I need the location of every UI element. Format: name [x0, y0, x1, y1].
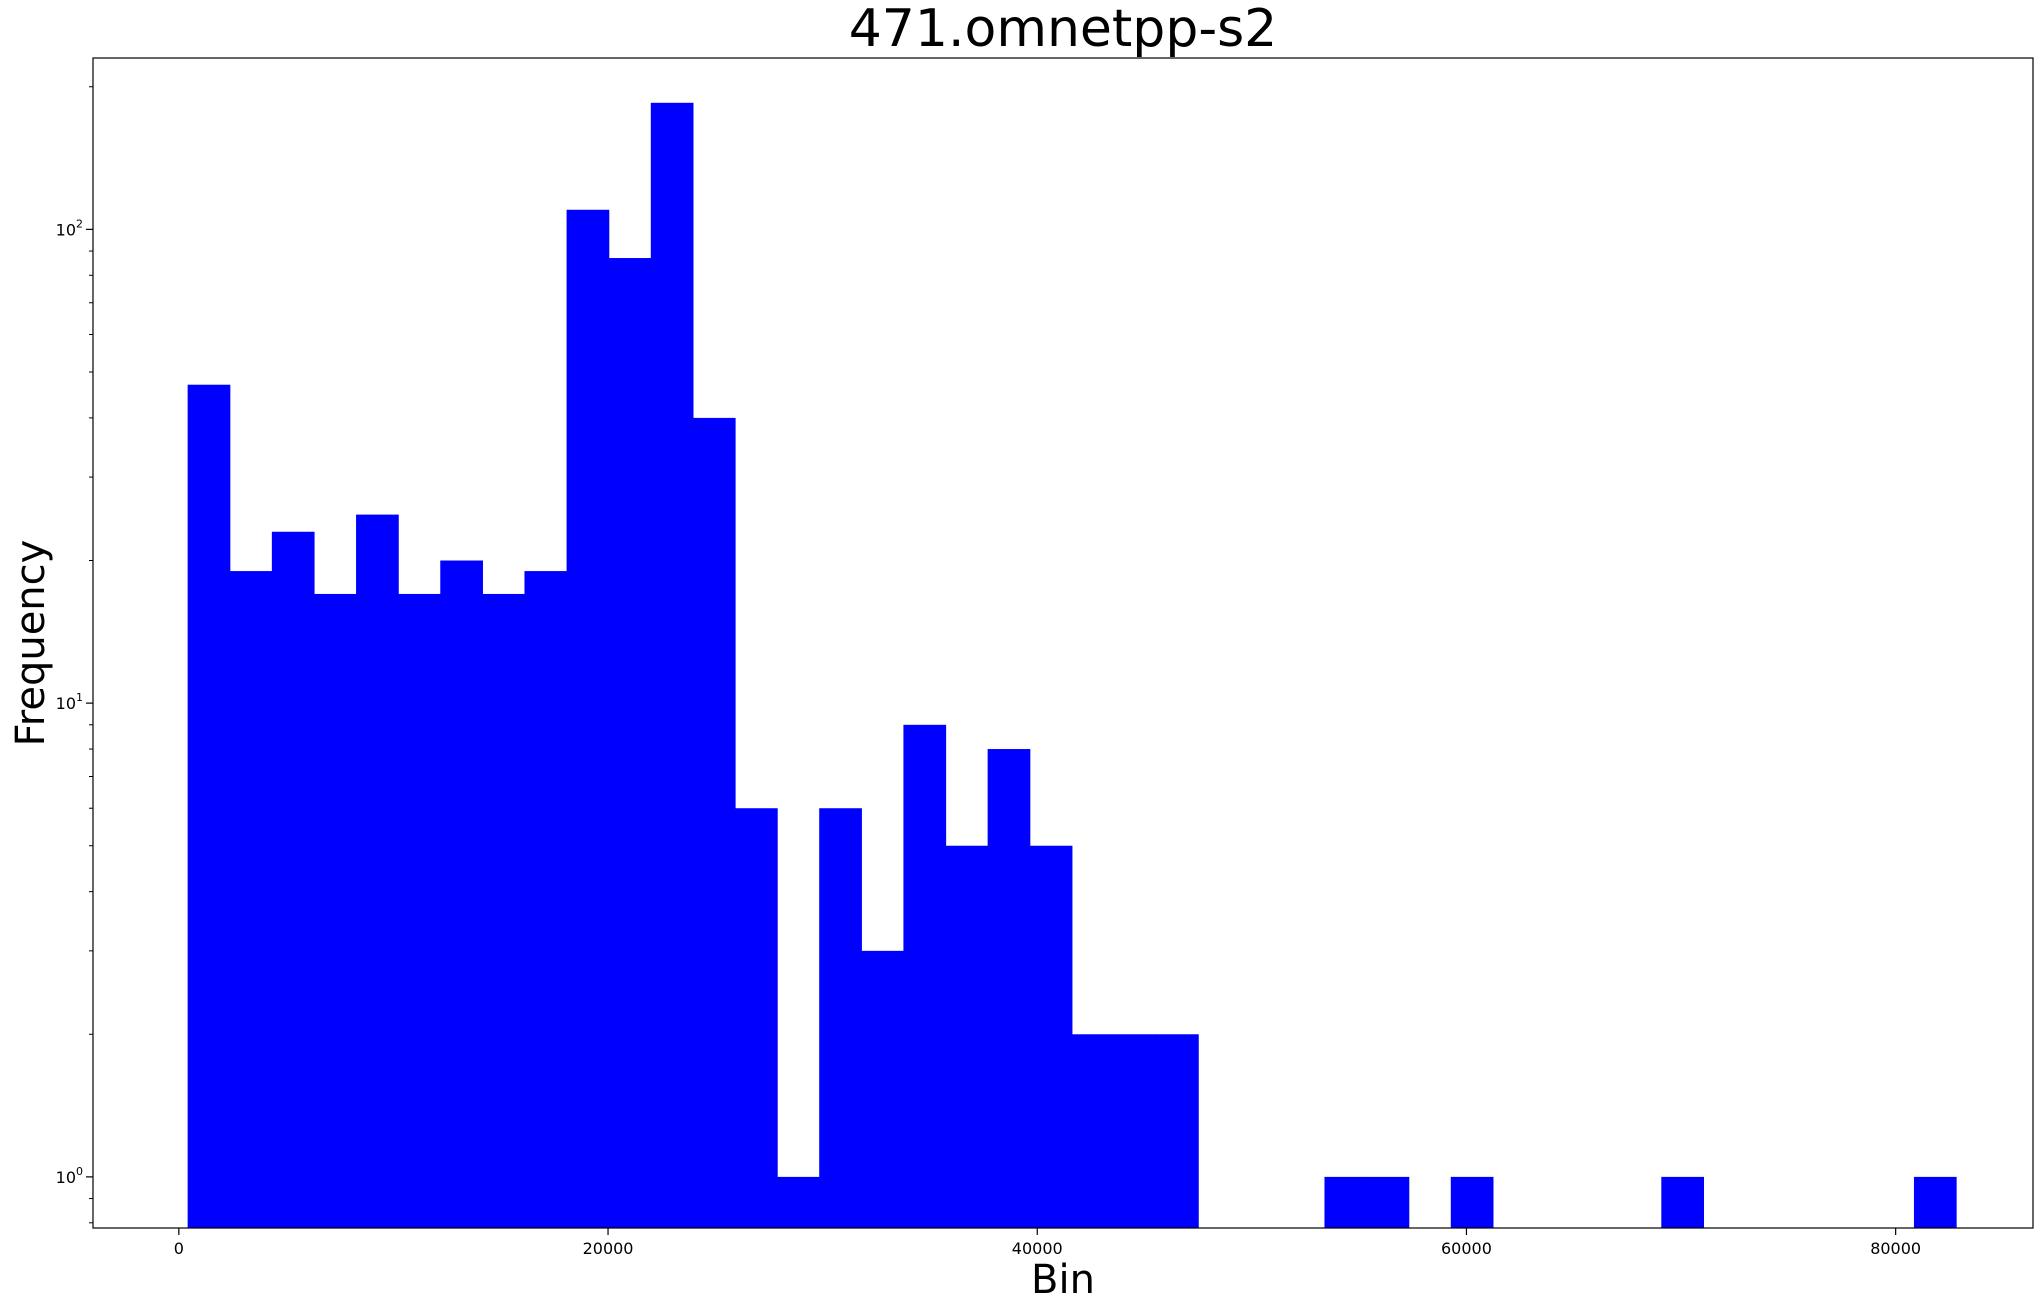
x-tick-label-2: 40000: [1012, 1239, 1063, 1258]
histogram-bar-5: [398, 593, 441, 1228]
plot-frame: [92, 57, 2034, 1229]
histogram-bar-27: [1661, 1176, 1705, 1228]
chart-title: 471.omnetpp-s2: [849, 0, 1278, 59]
histogram-bar-13: [735, 808, 778, 1228]
histogram-bar-18: [945, 845, 989, 1228]
histogram-bar-16: [861, 950, 905, 1228]
y-axis-label: Frequency: [8, 540, 54, 747]
histogram-bar-15: [819, 808, 862, 1228]
bars-group: [187, 102, 1957, 1228]
y-axis-ticks: 100 101 102: [56, 86, 93, 1224]
histogram-bar-11: [650, 102, 694, 1228]
histogram-bar-9: [566, 209, 610, 1228]
histogram-bar-19: [987, 749, 1031, 1228]
histogram-bar-21: [1071, 1034, 1115, 1228]
histogram-bar-2: [271, 531, 315, 1228]
histogram-bar-22: [1113, 1034, 1157, 1228]
x-tick-label-0: 0: [174, 1239, 184, 1258]
histogram-bar-6: [440, 560, 483, 1228]
histogram-bar-1: [229, 571, 273, 1228]
histogram-bar-0: [187, 384, 231, 1228]
histogram-bar-24: [1324, 1176, 1368, 1228]
x-tick-label-4: 80000: [1870, 1239, 1921, 1258]
y-tick-label-1: 101: [56, 691, 83, 713]
y-tick-label-2: 102: [56, 217, 83, 239]
histogram-bar-3: [313, 593, 357, 1228]
histogram-bar-10: [608, 258, 652, 1228]
histogram-bar-26: [1450, 1176, 1494, 1228]
x-axis-ticks: 0 20000 40000 60000 80000: [174, 1228, 1921, 1258]
histogram-bar-8: [524, 571, 568, 1228]
x-tick-label-1: 20000: [583, 1239, 634, 1258]
histogram-bar-17: [903, 724, 947, 1228]
histogram-bar-7: [482, 593, 526, 1228]
x-tick-label-3: 60000: [1441, 1239, 1492, 1258]
x-axis-label: Bin: [1031, 1257, 1095, 1303]
y-tick-label-0: 100: [56, 1165, 83, 1187]
histogram-bar-25: [1366, 1176, 1410, 1228]
histogram-bar-14: [777, 1176, 820, 1228]
histogram-bar-4: [356, 514, 399, 1228]
histogram-bar-20: [1029, 845, 1073, 1228]
histogram-bar-12: [692, 417, 736, 1228]
histogram-bar-23: [1156, 1034, 1199, 1228]
histogram-bar-28: [1913, 1176, 1957, 1228]
